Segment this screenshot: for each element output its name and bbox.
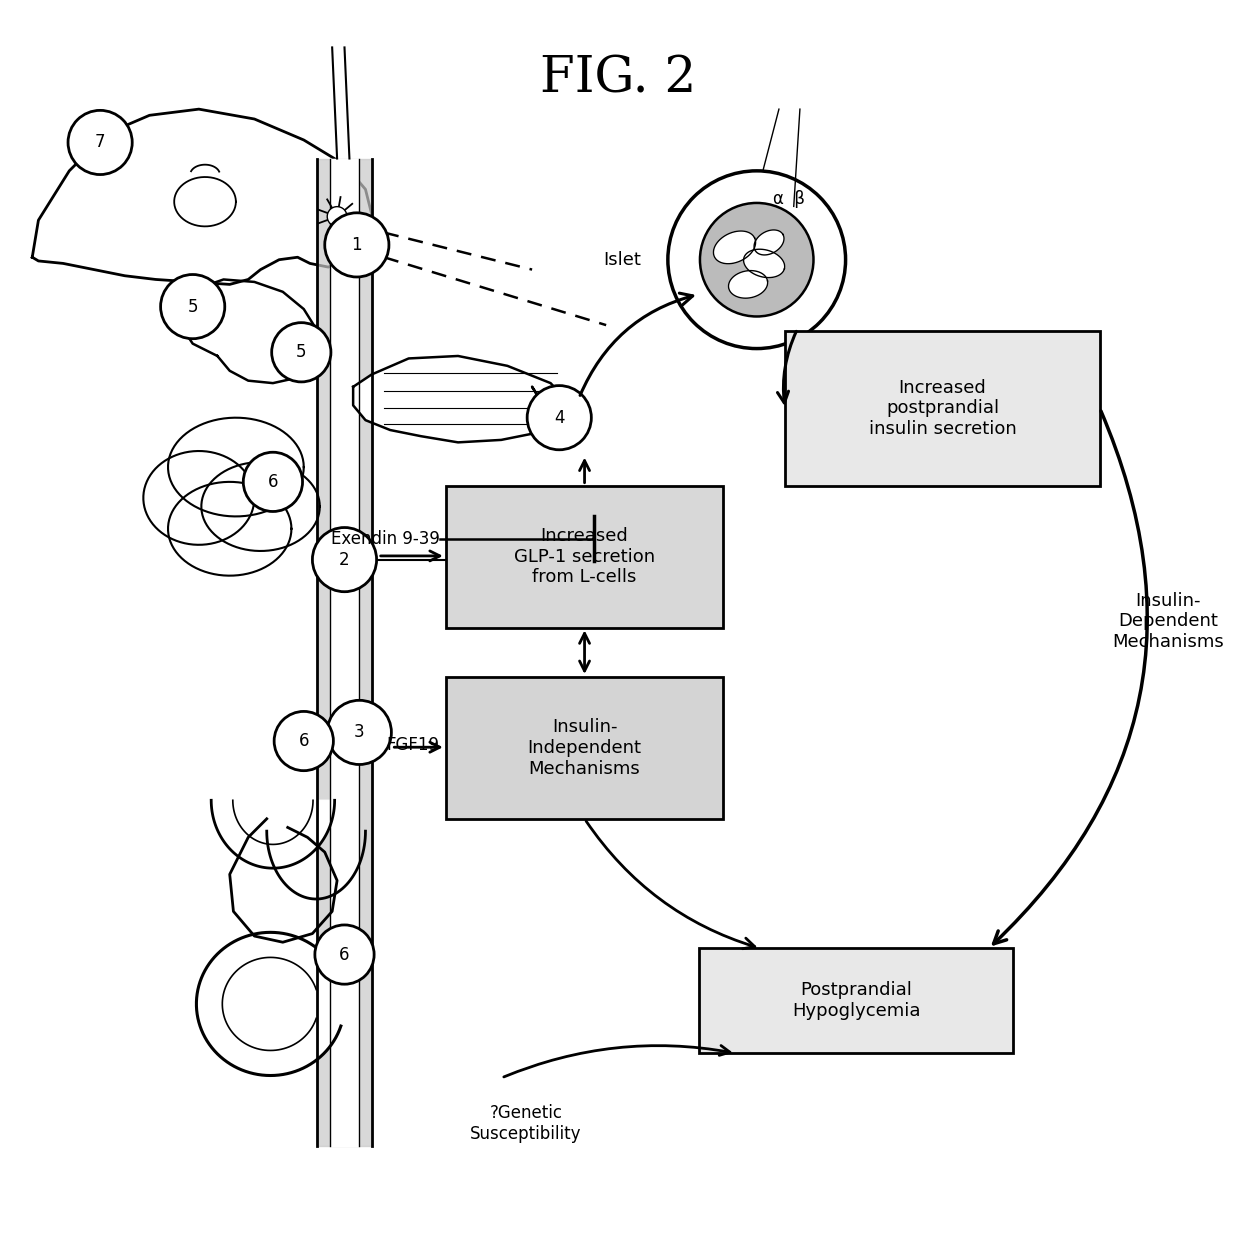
Polygon shape	[729, 271, 768, 299]
Polygon shape	[211, 801, 335, 868]
Circle shape	[699, 203, 813, 316]
FancyBboxPatch shape	[445, 486, 723, 628]
Polygon shape	[744, 250, 785, 277]
Text: 3: 3	[353, 723, 365, 742]
Text: Islet: Islet	[603, 251, 641, 269]
Polygon shape	[169, 482, 291, 576]
Text: Exendin 9-39: Exendin 9-39	[331, 530, 439, 547]
Polygon shape	[201, 462, 320, 551]
Polygon shape	[169, 418, 304, 516]
Polygon shape	[180, 280, 320, 383]
Circle shape	[161, 275, 224, 339]
FancyBboxPatch shape	[445, 676, 723, 818]
Circle shape	[668, 171, 846, 349]
Polygon shape	[196, 932, 341, 1076]
Text: 7: 7	[95, 133, 105, 152]
Text: 5: 5	[187, 297, 198, 315]
Text: Insulin-
Dependent
Mechanisms: Insulin- Dependent Mechanisms	[1112, 591, 1224, 651]
Circle shape	[327, 700, 392, 764]
Text: Postprandial
Hypoglycemia: Postprandial Hypoglycemia	[792, 981, 920, 1020]
Text: 6: 6	[340, 945, 350, 964]
Text: 5: 5	[296, 344, 306, 361]
Circle shape	[527, 385, 591, 449]
Text: Increased
postprandial
insulin secretion: Increased postprandial insulin secretion	[868, 379, 1017, 438]
Text: 4: 4	[554, 409, 564, 427]
Circle shape	[312, 527, 377, 591]
Polygon shape	[175, 177, 236, 226]
Text: 6: 6	[268, 473, 278, 491]
Text: α  β: α β	[773, 190, 805, 208]
Circle shape	[327, 207, 347, 226]
Text: 6: 6	[299, 732, 309, 750]
Circle shape	[243, 452, 303, 512]
Polygon shape	[353, 356, 569, 442]
Text: FIG. 2: FIG. 2	[541, 54, 697, 103]
Polygon shape	[754, 230, 784, 255]
Circle shape	[68, 110, 133, 174]
Text: FGF19: FGF19	[387, 735, 439, 754]
Text: 1: 1	[351, 236, 362, 254]
Text: 2: 2	[340, 551, 350, 569]
Circle shape	[325, 213, 389, 277]
FancyBboxPatch shape	[785, 331, 1100, 486]
Text: ?Genetic
Susceptibility: ?Genetic Susceptibility	[470, 1104, 582, 1143]
Polygon shape	[144, 451, 254, 545]
FancyBboxPatch shape	[698, 949, 1013, 1053]
Text: Increased
GLP-1 secretion
from L-cells: Increased GLP-1 secretion from L-cells	[515, 527, 655, 586]
Polygon shape	[32, 109, 372, 285]
Circle shape	[272, 323, 331, 382]
Circle shape	[315, 925, 374, 984]
Text: Insulin-
Independent
Mechanisms: Insulin- Independent Mechanisms	[527, 718, 641, 778]
Polygon shape	[713, 231, 755, 264]
Circle shape	[274, 712, 334, 771]
